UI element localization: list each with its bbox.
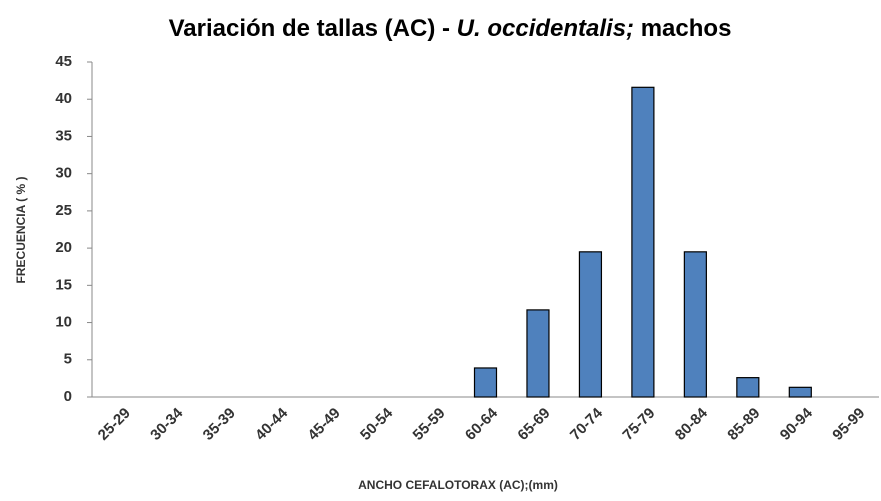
title-part: machos xyxy=(634,15,731,42)
title-part: Variación de tallas (AC) - xyxy=(169,15,457,42)
x-tick-label: 25-29 xyxy=(95,405,134,444)
bar xyxy=(578,251,603,398)
x-axis-label: ANCHO CEFALOTORAX (AC);(mm) xyxy=(358,478,558,492)
bar xyxy=(788,386,812,398)
title-part: U. occidentalis; xyxy=(457,15,634,42)
y-tick-label: 40 xyxy=(55,90,72,107)
y-tick-label: 25 xyxy=(55,202,72,219)
x-tick-label: 55-59 xyxy=(410,405,449,444)
x-tick-label: 80-84 xyxy=(672,404,712,444)
y-tick-label: 5 xyxy=(64,351,72,368)
x-tick-label: 65-69 xyxy=(514,405,553,444)
y-tick-label: 20 xyxy=(55,239,72,256)
chart-title: Variación de tallas (AC) - U. occidental… xyxy=(169,15,732,42)
bar xyxy=(631,86,655,398)
x-tick-label: 60-64 xyxy=(462,404,502,444)
y-axis-label: FRECUENCIA ( % ) xyxy=(14,177,28,284)
x-tick-label: 70-74 xyxy=(567,404,607,444)
bar xyxy=(683,251,707,398)
x-tick-label: 35-39 xyxy=(200,405,239,444)
x-tick-label: 45-49 xyxy=(305,405,344,444)
bar xyxy=(473,367,498,398)
y-tick-label: 10 xyxy=(55,314,72,331)
x-tick-label: 85-89 xyxy=(724,405,763,444)
y-tick-label: 35 xyxy=(55,127,72,144)
bar xyxy=(526,309,550,398)
y-tick-label: 30 xyxy=(55,165,72,182)
y-tick-label: 0 xyxy=(64,388,72,405)
x-tick-label: 75-79 xyxy=(619,405,658,444)
y-tick-label: 45 xyxy=(55,53,72,70)
x-tick-label: 40-44 xyxy=(252,404,292,444)
x-tick-label: 50-54 xyxy=(357,404,397,444)
x-tick-label: 95-99 xyxy=(829,405,868,444)
x-tick-label: 30-34 xyxy=(147,404,187,444)
x-tick-label: 90-94 xyxy=(777,404,817,444)
bar xyxy=(736,377,760,398)
y-tick-label: 15 xyxy=(55,276,72,293)
